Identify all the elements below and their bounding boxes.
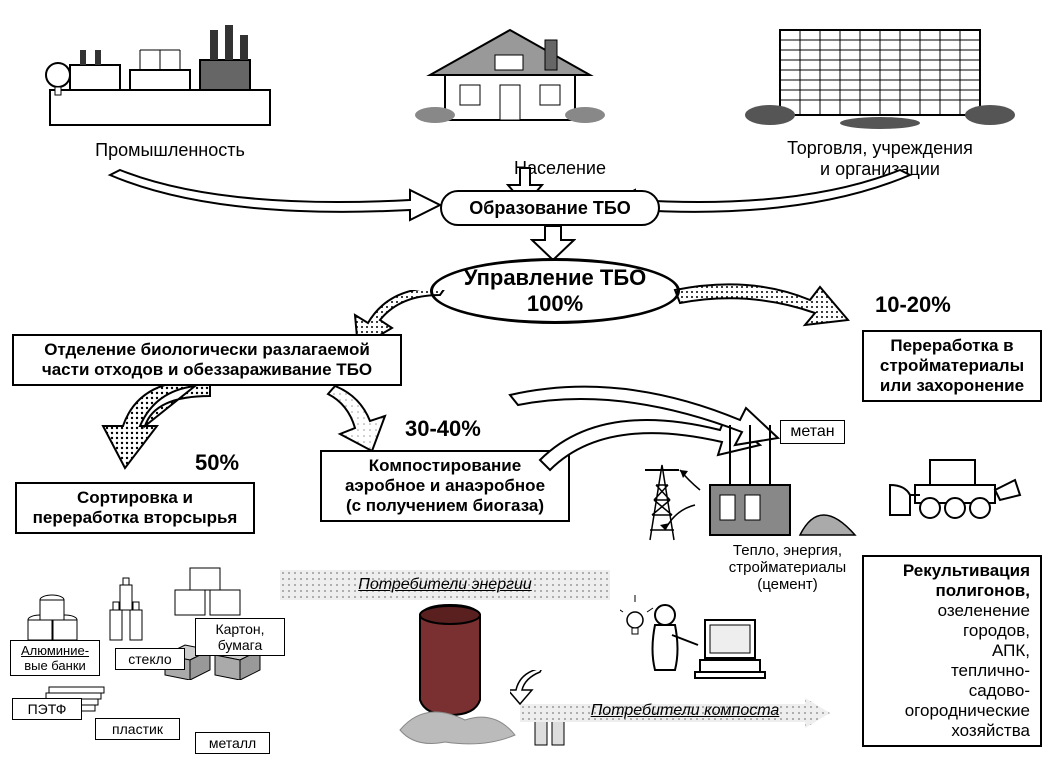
pct-10-20: 10-20%	[875, 292, 951, 318]
recult-line8: огороднические	[905, 701, 1030, 720]
recult-line1: Рекультивация	[903, 561, 1030, 580]
aluminum-line2: вые банки	[24, 658, 86, 673]
computer-user-icon	[620, 590, 770, 700]
house-icon	[400, 25, 620, 130]
trash-bin-icon	[395, 600, 525, 750]
metal-label: металл	[195, 732, 270, 754]
recycle-line2: стройматериалы	[880, 356, 1024, 375]
recult-line7: садово-	[969, 681, 1030, 700]
recult-line2: полигонов	[935, 581, 1025, 600]
industry-caption: Промышленность	[70, 140, 270, 161]
plastic-label: пластик	[95, 718, 180, 740]
separation-line1: Отделение биологически разлагаемой	[44, 340, 370, 359]
glass-label: стекло	[115, 648, 185, 670]
cardboard-label: Картон, бумага	[195, 618, 285, 656]
composting-line1: Компостирование	[369, 456, 521, 475]
energy-facility-icon	[620, 415, 860, 545]
formation-oval: Образование ТБО	[440, 190, 660, 226]
aluminum-label: Алюминие- вые банки	[10, 640, 100, 676]
heat-line2: стройматериалы	[729, 559, 846, 576]
cardboard-line2: бумага	[218, 637, 263, 653]
compost-consumers-label-wrap: Потребители компоста	[560, 702, 810, 720]
dotted-arrow-right	[670, 275, 860, 345]
sorting-line2: переработка вторсырья	[33, 508, 238, 527]
separation-line2: части отходов и обеззараживание ТБО	[42, 360, 372, 379]
recult-line9: хозяйства	[951, 721, 1030, 740]
recult-line3: озеленение	[938, 601, 1030, 620]
recycle-line3: или захоронение	[880, 376, 1024, 395]
formation-label: Образование ТБО	[469, 198, 631, 218]
recycle-line1: Переработка в	[890, 336, 1013, 355]
recult-line6: теплично-	[951, 661, 1030, 680]
commerce-line1: Торговля, учреждения	[787, 138, 973, 158]
recultivation-box: Рекультивация полигонов, озеленение горо…	[862, 555, 1042, 747]
sorting-line1: Сортировка и	[77, 488, 193, 507]
sorting-box: Сортировка и переработка вторсырья	[15, 482, 255, 534]
management-oval: Управление ТБО 100%	[430, 258, 680, 324]
recult-line4: городов,	[963, 621, 1030, 640]
heat-line1: Тепло, энергия,	[733, 542, 842, 559]
pct-50: 50%	[195, 450, 239, 476]
management-line1: Управление ТБО	[464, 265, 647, 291]
composting-line3: (с получением биогаза)	[346, 496, 544, 515]
energy-consumers-band: Потребители энергии	[280, 570, 610, 600]
aluminum-line1: Алюминие-	[21, 643, 89, 658]
pct-30-40: 30-40%	[405, 416, 481, 442]
heat-caption: Тепло, энергия, стройматериалы (цемент)	[715, 542, 860, 593]
arrow-down-to-mgmt	[530, 226, 576, 260]
cardboard-line1: Картон,	[215, 621, 264, 637]
management-line2: 100%	[527, 291, 583, 317]
separation-box: Отделение биологически разлагаемой части…	[12, 334, 402, 386]
energy-consumers-label: Потребители энергии	[358, 576, 532, 594]
compost-consumers-label: Потребители компоста	[591, 702, 780, 719]
office-building-icon	[740, 15, 1020, 130]
recult-line5: АПК,	[992, 641, 1030, 660]
petf-label: ПЭТФ	[12, 698, 82, 720]
bulldozer-icon	[880, 440, 1030, 520]
factory-icon	[40, 20, 280, 130]
arrow-to-compost	[510, 670, 550, 705]
recycle-materials-box: Переработка в стройматериалы или захорон…	[862, 330, 1042, 402]
arrow-bin-out	[500, 625, 550, 675]
